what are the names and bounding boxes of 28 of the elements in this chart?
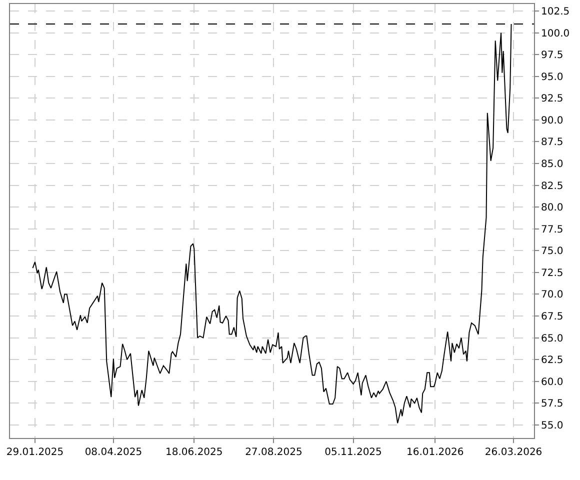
y-tick-label: 92.5 bbox=[541, 94, 564, 105]
x-tick-label: 08.04.2025 bbox=[84, 447, 142, 458]
x-tick-label: 05.11.2025 bbox=[324, 447, 382, 458]
y-tick-label: 90.0 bbox=[541, 115, 564, 126]
y-tick-label: 75.0 bbox=[541, 246, 564, 258]
y-tick-label: 67.5 bbox=[541, 311, 564, 322]
line-series bbox=[32, 24, 512, 424]
y-tick-label: 87.5 bbox=[541, 137, 564, 148]
y-tick-label: 72.5 bbox=[541, 268, 564, 279]
y-tick-label: 70.0 bbox=[541, 290, 564, 301]
y-tick-label: 102.5 bbox=[541, 6, 570, 18]
y-tick-label: 100.0 bbox=[541, 28, 570, 40]
y-tick-label: 77.5 bbox=[541, 224, 564, 236]
x-tick-label: 26.03.2026 bbox=[484, 447, 542, 458]
y-tick-label: 97.5 bbox=[541, 50, 564, 62]
y-tick-label: 62.5 bbox=[541, 355, 564, 366]
y-tick-label: 65.0 bbox=[541, 333, 564, 344]
x-tick-label: 16.01.2026 bbox=[406, 447, 464, 458]
y-tick-label: 95.0 bbox=[541, 72, 564, 83]
y-tick-label: 80.0 bbox=[541, 202, 564, 214]
y-tick-label: 57.5 bbox=[541, 398, 564, 410]
x-tick-label: 29.01.2025 bbox=[6, 447, 64, 458]
y-tick-label: 60.0 bbox=[541, 376, 564, 388]
y-tick-label: 85.0 bbox=[541, 158, 564, 170]
x-tick-label: 27.08.2025 bbox=[245, 447, 302, 458]
y-tick-label: 55.0 bbox=[541, 420, 564, 432]
y-tick-label: 82.5 bbox=[541, 180, 564, 192]
x-tick-label: 18.06.2025 bbox=[166, 447, 223, 458]
